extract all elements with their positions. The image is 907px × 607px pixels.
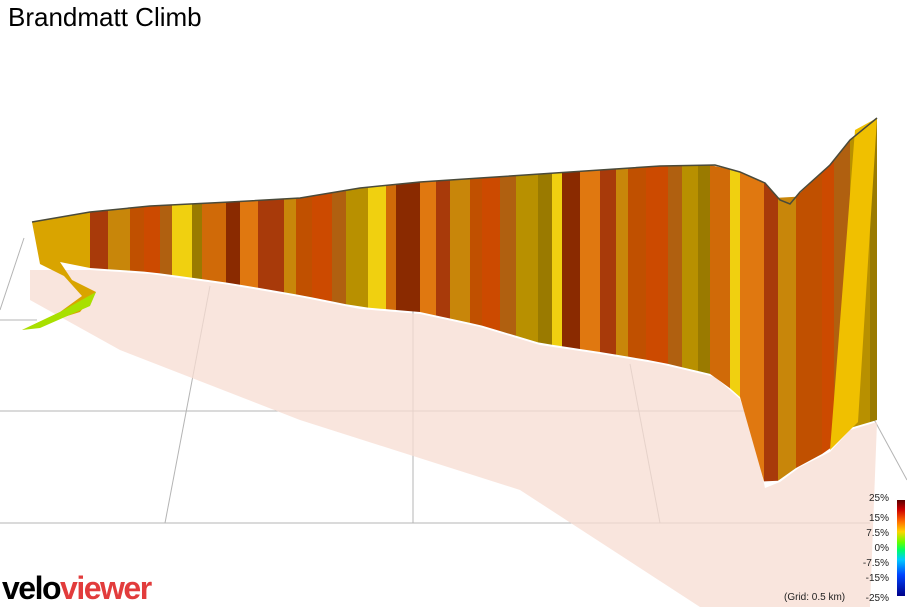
ribbon-segment [552, 172, 562, 347]
ribbon-segment [500, 175, 516, 336]
ribbon-segment [130, 206, 144, 272]
legend-label-neg-7-5: -7.5% [862, 558, 889, 569]
ribbon-segment [668, 165, 682, 368]
ribbon-segment [710, 165, 730, 389]
ribbon-segment [368, 185, 386, 310]
ribbon-segment [628, 166, 646, 360]
ribbon-segment [698, 165, 710, 374]
ribbon-segment [646, 165, 668, 364]
profile-top-edge [31, 117, 878, 223]
ribbon-segment [562, 171, 580, 349]
ribbon-segment [778, 196, 796, 481]
chart-title: Brandmatt Climb [8, 2, 202, 32]
ribbon-segment [108, 208, 130, 271]
ribbon-segment [538, 173, 552, 345]
ribbon-segment [296, 196, 312, 298]
ribbon-segment [284, 198, 296, 295]
ribbon-segment [202, 202, 226, 283]
profile-shadow [30, 270, 877, 607]
ribbon-segment [730, 169, 740, 397]
ribbon-segment [516, 174, 538, 343]
ribbon-segment [346, 187, 368, 308]
ribbon-segment [740, 172, 764, 482]
legend-label-0: 0% [874, 543, 889, 554]
ribbon-segment [172, 203, 192, 278]
legend-label-25: 25% [868, 493, 889, 504]
ribbon-segment [436, 180, 450, 319]
ribbon-end-face [830, 118, 877, 450]
shadow-area [30, 270, 877, 607]
ribbon-segment [90, 210, 108, 270]
legend-label-7-5: 7.5% [866, 528, 889, 539]
legend-label-neg-25: -25% [865, 593, 889, 604]
ribbon-segment [482, 176, 500, 331]
ribbon-segment [616, 168, 628, 357]
veloviewer-logo: veloviewer [2, 570, 152, 607]
ribbon-segment [312, 192, 332, 302]
ribbon-segment [396, 182, 420, 312]
ribbon-segment [160, 204, 172, 276]
ribbon-segment [192, 203, 202, 280]
legend-label-neg-15: -15% [865, 573, 889, 584]
ribbon-segment [470, 177, 482, 326]
elevation-ribbon [22, 118, 877, 482]
gradient-legend: 25% 15% 7.5% 0% -7.5% -15% -25% [830, 491, 907, 607]
logo-text-viewer: viewer [60, 570, 152, 606]
ribbon-segment [144, 205, 160, 274]
ribbon-segment [600, 168, 616, 355]
ribbon-start-curl [22, 212, 96, 330]
grid-scale-note: (Grid: 0.5 km) [784, 592, 846, 603]
ribbon-segment [682, 165, 698, 371]
ribbon-segment [240, 200, 258, 288]
ribbon-segment [450, 178, 470, 323]
ribbon-segment [580, 170, 600, 352]
ribbon-segment [332, 190, 346, 305]
legend-color-scale [897, 500, 905, 596]
ribbon-segment [386, 184, 396, 310]
ribbon-segment [764, 182, 778, 482]
ribbon-segment [258, 198, 284, 293]
ribbon-segment [226, 201, 240, 285]
ribbon-segment [822, 160, 834, 454]
ribbon-segment [420, 180, 436, 316]
ribbon-segment [796, 172, 822, 468]
legend-label-15: 15% [868, 513, 889, 524]
logo-text-velo: velo [2, 570, 62, 606]
